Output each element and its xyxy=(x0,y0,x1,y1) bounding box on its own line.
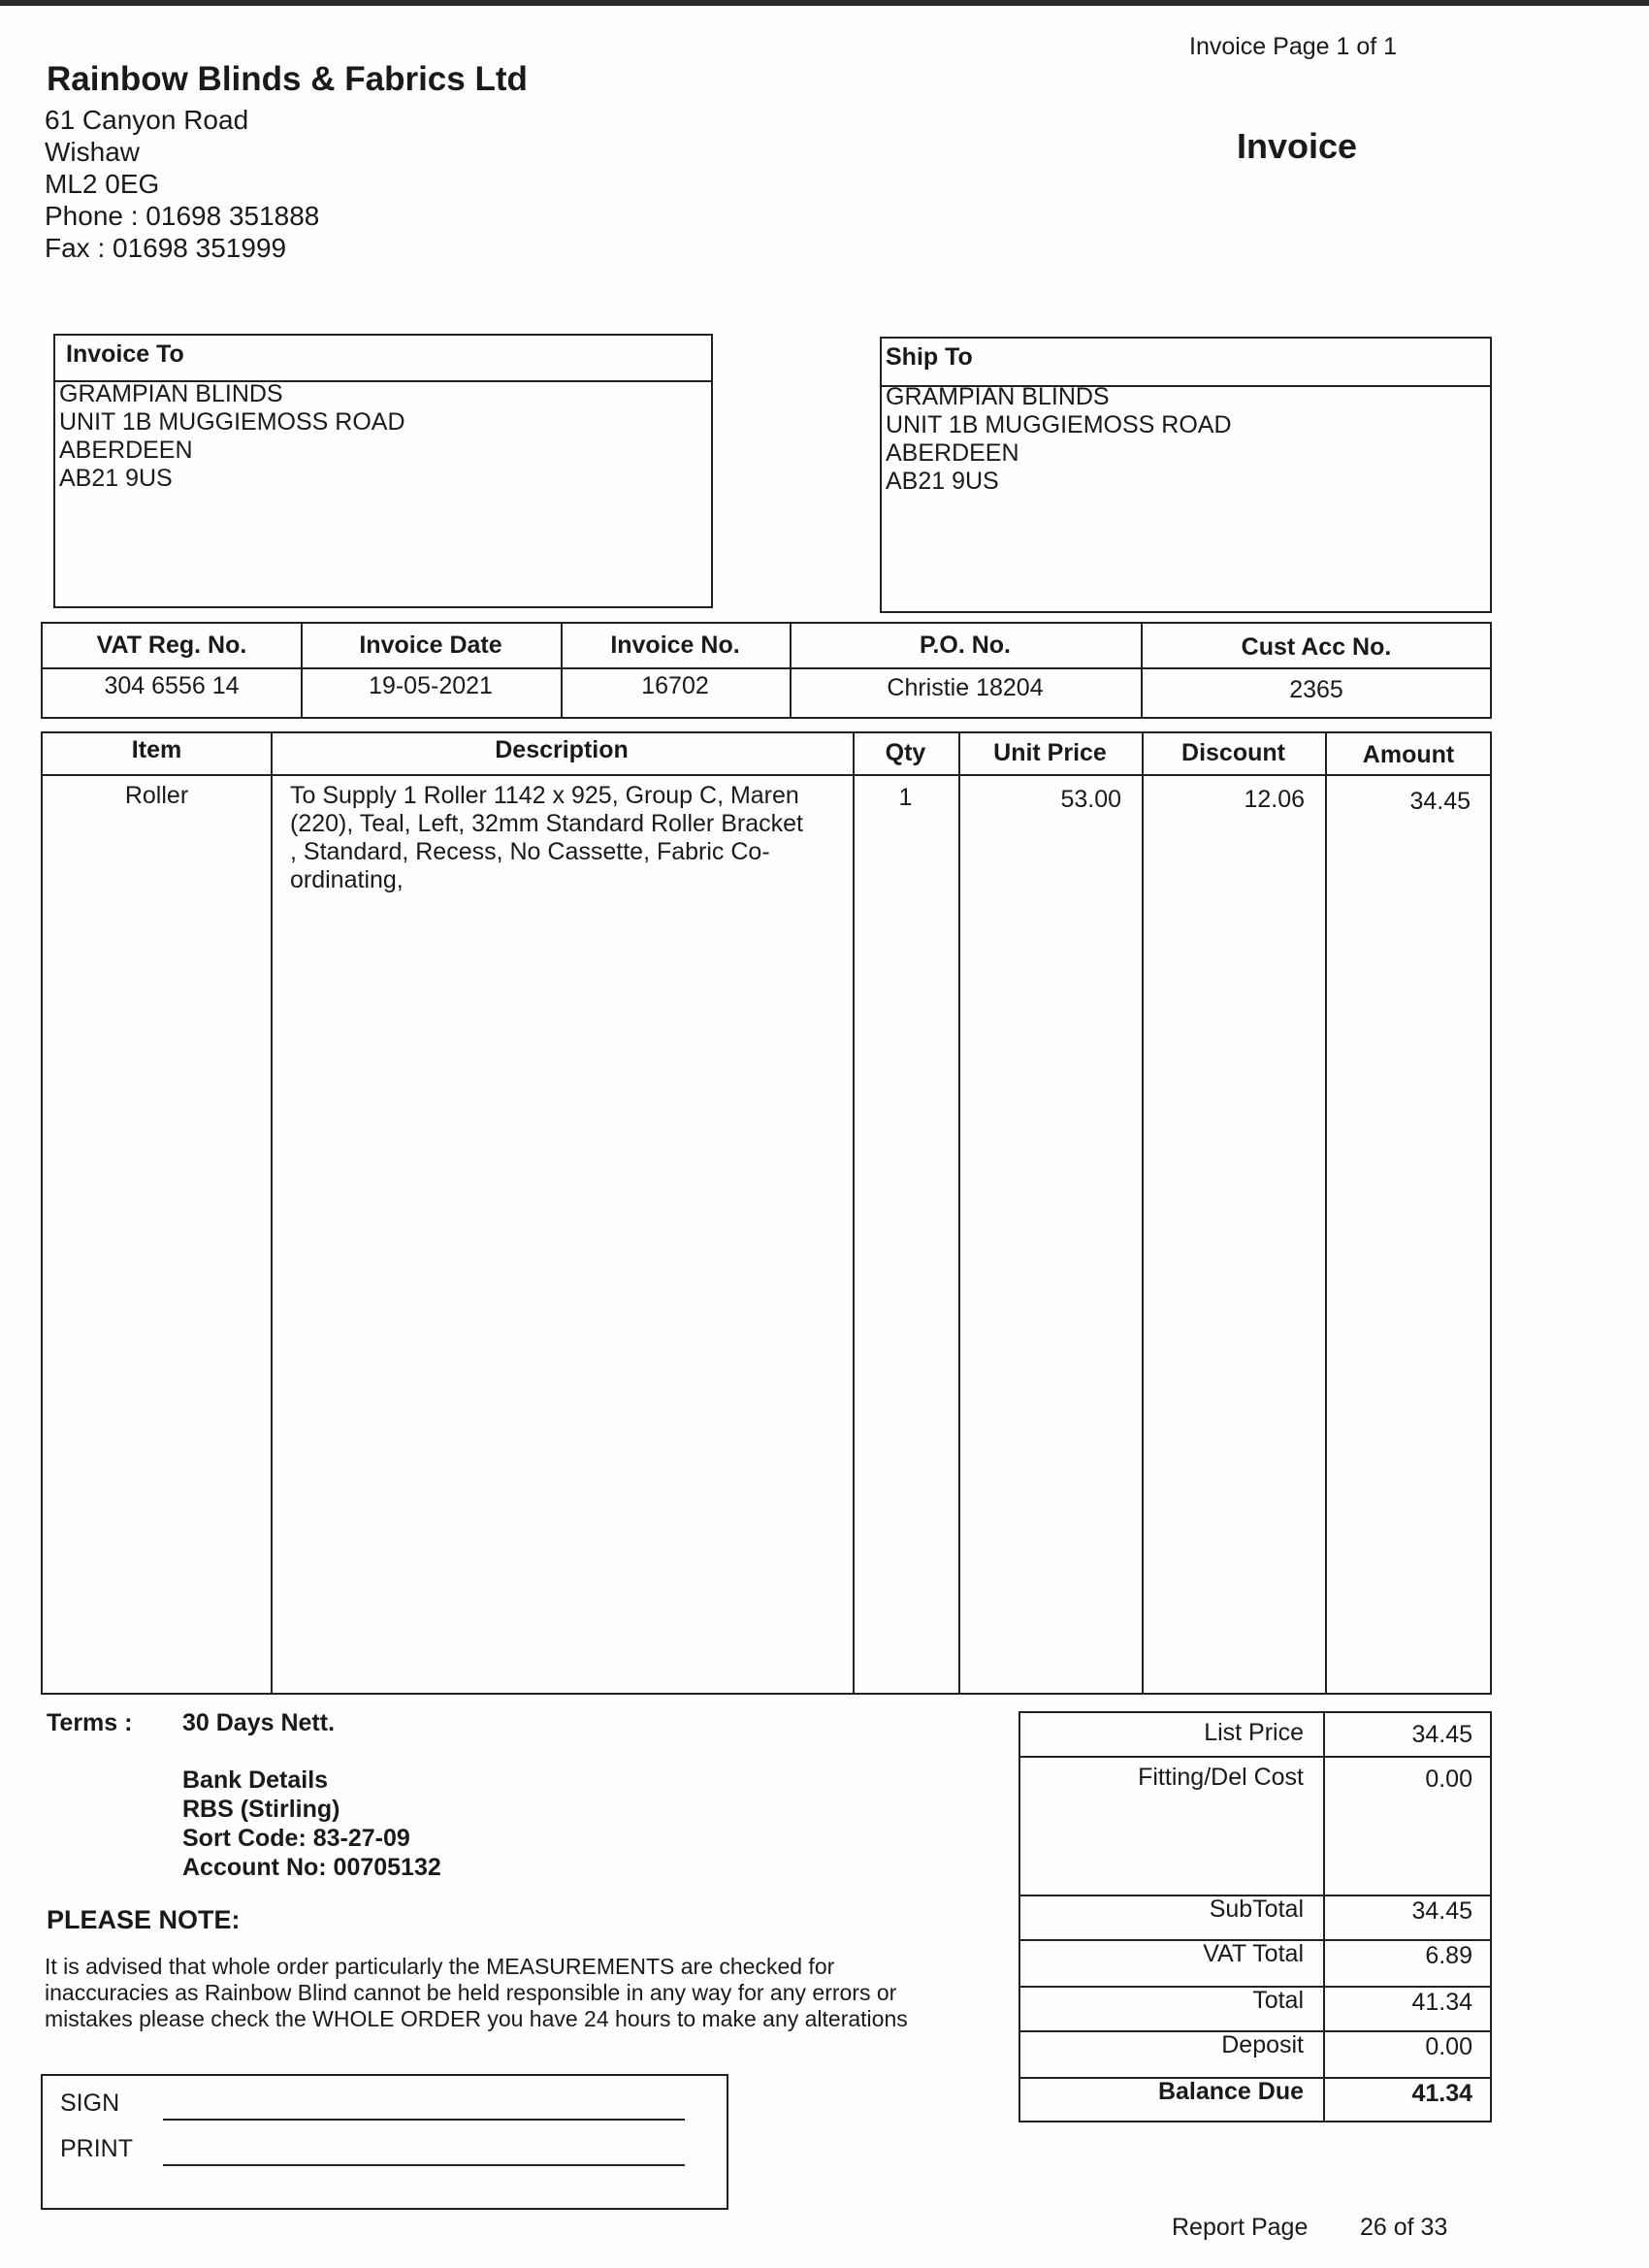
invoice-info-table: VAT Reg. No. Invoice Date Invoice No. P.… xyxy=(41,622,1492,719)
invoice-to-label: Invoice To xyxy=(66,340,184,368)
scan-edge xyxy=(0,0,1649,6)
invoice-no: 16702 xyxy=(641,672,709,699)
invoice-to-box: Invoice To GRAMPIAN BLINDS UNIT 1B MUGGIE… xyxy=(53,334,713,608)
cust-acc-no: 2365 xyxy=(1289,676,1343,703)
column-header: Description xyxy=(495,736,629,763)
address-line: 61 Canyon Road xyxy=(45,105,249,135)
ship-to-label: Ship To xyxy=(886,343,973,371)
terms-value: 30 Days Nett. xyxy=(182,1709,336,1736)
phone: Phone : 01698 351888 xyxy=(45,201,320,231)
ship-to-address: GRAMPIAN BLINDS UNIT 1B MUGGIEMOSS ROAD AB… xyxy=(886,383,1232,495)
po-no: Christie 18204 xyxy=(887,674,1044,701)
fax: Fax : 01698 351999 xyxy=(45,233,287,263)
column-header: Discount xyxy=(1181,739,1285,766)
column-header: Unit Price xyxy=(993,739,1107,766)
column-header: Item xyxy=(131,736,182,763)
info-header: Invoice No. xyxy=(610,632,740,659)
column-header: Amount xyxy=(1362,741,1455,768)
please-note-text: It is advised that whole order particula… xyxy=(45,1954,908,2031)
vat-reg-no: 304 6556 14 xyxy=(104,672,240,699)
totals-table: List Price 34.45 Fitting/Del Cost 0.00 Sub… xyxy=(1018,1711,1492,2122)
items-table: Item Description Qty Unit Price Discount… xyxy=(41,731,1492,1695)
ship-to-box: Ship To GRAMPIAN BLINDS UNIT 1B MUGGIEMOS… xyxy=(880,337,1492,613)
invoice-page-indicator: Invoice Page 1 of 1 xyxy=(1189,33,1398,60)
terms-label: Terms : xyxy=(47,1709,133,1736)
discount-cell: 12.06 xyxy=(1244,786,1305,813)
info-header: Cust Acc No. xyxy=(1241,633,1392,661)
invoice-date: 19-05-2021 xyxy=(369,672,493,699)
report-page-label: Report Page xyxy=(1172,2214,1309,2241)
company-name: Rainbow Blinds & Fabrics Ltd xyxy=(47,60,528,98)
address-line: Wishaw xyxy=(45,137,141,167)
info-header: Invoice Date xyxy=(359,632,502,659)
qty-cell: 1 xyxy=(898,784,913,811)
info-header: P.O. No. xyxy=(919,632,1011,659)
address-line: ML2 0EG xyxy=(45,169,160,199)
report-page-value: 26 of 33 xyxy=(1360,2214,1448,2241)
description-cell: To Supply 1 Roller 1142 x 925, Group C, … xyxy=(290,782,803,893)
invoice-to-address: GRAMPIAN BLINDS UNIT 1B MUGGIEMOSS ROAD AB… xyxy=(59,380,405,492)
item-cell: Roller xyxy=(124,782,189,809)
bank-details: Bank Details RBS (Stirling) Sort Code: 83-… xyxy=(182,1766,441,1881)
amount-cell: 34.45 xyxy=(1409,788,1471,815)
print-line[interactable] xyxy=(163,2164,685,2166)
unit-price-cell: 53.00 xyxy=(1060,786,1121,813)
column-header: Qty xyxy=(885,739,926,766)
sign-line[interactable] xyxy=(163,2119,685,2121)
company-address: 61 Canyon Road Wishaw ML2 0EG Phone : 01… xyxy=(45,104,319,264)
signature-box: SIGN PRINT xyxy=(41,2074,728,2210)
sign-label: SIGN xyxy=(60,2090,120,2117)
print-label: PRINT xyxy=(60,2135,133,2162)
info-header: VAT Reg. No. xyxy=(96,632,247,659)
please-note-title: PLEASE NOTE: xyxy=(47,1905,241,1934)
page-title: Invoice xyxy=(1237,126,1358,166)
